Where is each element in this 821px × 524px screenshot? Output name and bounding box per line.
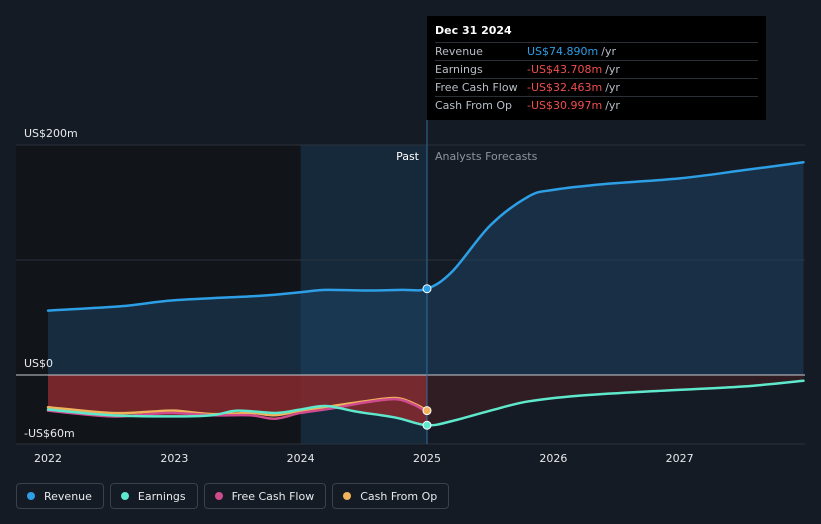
series-line-free-cash-flow <box>46 397 429 420</box>
tooltip-row-unit: /yr <box>605 99 620 112</box>
tooltip-row-free-cash-flow: Free Cash Flow -US$32.463m /yr <box>435 78 758 96</box>
tooltip-row-value: US$74.890m <box>527 45 599 58</box>
y-tick-label-zero: US$0 <box>24 357 53 370</box>
earnings-dot-icon <box>120 492 129 500</box>
tooltip-row-value: -US$43.708m <box>527 63 603 76</box>
tooltip-row-unit: /yr <box>605 63 620 76</box>
legend-label: Cash From Op <box>360 489 438 503</box>
tooltip-row-revenue: Revenue US$74.890m /yr <box>435 42 758 60</box>
revenue-area <box>48 162 804 375</box>
tooltip-row-value: -US$32.463m <box>527 81 603 94</box>
series-line-earnings <box>46 379 805 427</box>
tooltip-date: Dec 31 2024 <box>435 24 512 37</box>
tooltip: Dec 31 2024 Revenue US$74.890m /yr Earni… <box>427 16 766 120</box>
cash-from-op-dot-icon <box>343 492 352 500</box>
x-tick-label: 2027 <box>666 452 694 465</box>
earnings-area-forecast <box>427 375 804 426</box>
tooltip-row-name: Cash From Op <box>435 99 513 112</box>
tooltip-row-unit: /yr <box>605 81 620 94</box>
x-tick-label: 2025 <box>413 452 441 465</box>
past-label: Past <box>396 150 420 163</box>
marker-earnings <box>422 420 432 430</box>
marker-cash-from-op <box>422 406 432 416</box>
legend-item-revenue[interactable]: Revenue <box>16 483 104 509</box>
tooltip-row-name: Earnings <box>435 63 483 76</box>
x-tick-label: 2026 <box>539 452 567 465</box>
legend-label: Free Cash Flow <box>231 489 315 503</box>
legend-item-cash-from-op[interactable]: Cash From Op <box>332 483 450 509</box>
marker-revenue <box>422 284 432 294</box>
tooltip-row-name: Revenue <box>435 45 483 58</box>
y-tick-label-bottom: -US$60m <box>24 427 75 440</box>
y-tick-label-top: US$200m <box>24 127 78 140</box>
tooltip-row-unit: /yr <box>601 45 616 58</box>
tooltip-row-earnings: Earnings -US$43.708m /yr <box>435 60 758 78</box>
legend-label: Revenue <box>44 489 92 503</box>
forecast-label: Analysts Forecasts <box>435 150 538 163</box>
legend: Revenue Earnings Free Cash Flow Cash Fro… <box>16 483 450 511</box>
x-tick-label: 2023 <box>160 452 188 465</box>
revenue-dot-icon <box>27 492 35 500</box>
tooltip-row-name: Free Cash Flow <box>435 81 518 94</box>
tooltip-row-value: -US$30.997m <box>527 99 603 112</box>
x-tick-label: 2022 <box>34 452 62 465</box>
x-tick-label: 2024 <box>287 452 315 465</box>
legend-label: Earnings <box>137 489 186 503</box>
free-cash-flow-dot-icon <box>214 492 223 500</box>
tooltip-row-cash-from-op: Cash From Op -US$30.997m /yr <box>435 96 758 114</box>
legend-item-earnings[interactable]: Earnings <box>109 483 198 509</box>
legend-item-free-cash-flow[interactable]: Free Cash Flow <box>203 483 327 509</box>
